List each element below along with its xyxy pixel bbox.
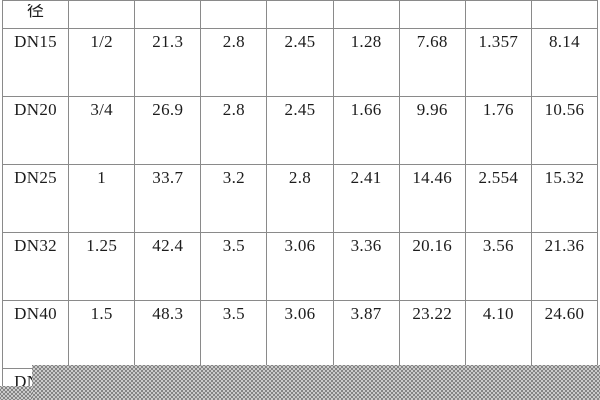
table-cell: 1/2 (68, 28, 136, 97)
table-cell: 33.7 (134, 164, 202, 233)
table-row: DN32 1.25 42.4 3.5 3.06 3.36 20.16 3.56 … (1, 232, 599, 301)
table-header-row: 径 (1, 0, 599, 29)
table-cell: 8.14 (530, 28, 599, 97)
header-cell (68, 0, 136, 29)
table-cell: DN40 (1, 300, 70, 369)
table-cell: 42.4 (134, 232, 202, 301)
table-cell: 20.16 (398, 232, 466, 301)
table-cell: 15.32 (530, 164, 599, 233)
table-row: DN20 3/4 26.9 2.8 2.45 1.66 9.96 1.76 10… (1, 96, 599, 165)
table-cell: DN32 (1, 232, 70, 301)
table-cell: 3.5 (200, 300, 268, 369)
table-cell: 3/4 (68, 96, 136, 165)
table-cell: 1.76 (464, 96, 532, 165)
table-cell: 2.41 (332, 164, 400, 233)
header-cell (134, 0, 202, 29)
header-cell (266, 0, 334, 29)
table-row: DN40 1.5 48.3 3.5 3.06 3.87 23.22 4.10 2… (1, 300, 599, 369)
header-cell (200, 0, 268, 29)
table-cell: 3.36 (332, 232, 400, 301)
table-cell: 48.3 (134, 300, 202, 369)
clipped-header-text: 径 (4, 4, 68, 26)
table-cell: 21.36 (530, 232, 599, 301)
table-cell: 10.56 (530, 96, 599, 165)
header-cell-diameter: 径 (1, 0, 70, 29)
table-cell: 1.66 (332, 96, 400, 165)
table-cell: 14.46 (398, 164, 466, 233)
table-cell: DN20 (1, 96, 70, 165)
dither-mask-region-left (0, 386, 32, 400)
table-cell: 3.2 (200, 164, 268, 233)
table-cell: 1.25 (68, 232, 136, 301)
table-cell: 3.5 (200, 232, 268, 301)
table-cell: 24.60 (530, 300, 599, 369)
table-cell: 3.06 (266, 300, 334, 369)
header-cell (530, 0, 599, 29)
table-cell: 26.9 (134, 96, 202, 165)
table-cell: 2.8 (266, 164, 334, 233)
dither-mask-region (32, 365, 600, 400)
table-cell: 21.3 (134, 28, 202, 97)
table-cell: 3.06 (266, 232, 334, 301)
table-cell: 1.5 (68, 300, 136, 369)
table-cell: 2.8 (200, 96, 268, 165)
header-cell (398, 0, 466, 29)
table-cell: 2.45 (266, 96, 334, 165)
table-cell: 2.8 (200, 28, 268, 97)
table-cell: 23.22 (398, 300, 466, 369)
header-label: 径 (26, 4, 45, 20)
table-cell: 1 (68, 164, 136, 233)
table-cell: 4.10 (464, 300, 532, 369)
table-cell: DN25 (1, 164, 70, 233)
table-row: DN25 1 33.7 3.2 2.8 2.41 14.46 2.554 15.… (1, 164, 599, 233)
table-cell: 2.554 (464, 164, 532, 233)
table-cell: 2.45 (266, 28, 334, 97)
table-cell: 7.68 (398, 28, 466, 97)
header-cell (332, 0, 400, 29)
table-row: DN15 1/2 21.3 2.8 2.45 1.28 7.68 1.357 8… (1, 28, 599, 97)
header-cell (464, 0, 532, 29)
table-cell: 1.28 (332, 28, 400, 97)
table-cell: DN15 (1, 28, 70, 97)
table-cell: 3.56 (464, 232, 532, 301)
table-cell: 9.96 (398, 96, 466, 165)
table-cell: 3.87 (332, 300, 400, 369)
table-cell: 1.357 (464, 28, 532, 97)
